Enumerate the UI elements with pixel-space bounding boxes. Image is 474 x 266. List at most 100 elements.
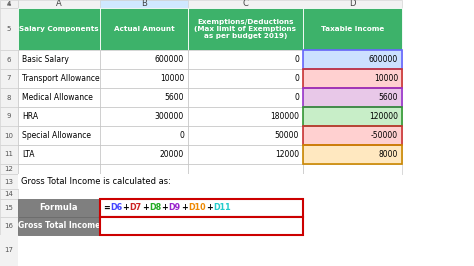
Bar	[303, 69, 402, 88]
Bar	[188, 126, 303, 145]
Bar	[18, 174, 100, 189]
Text: D6: D6	[110, 203, 122, 213]
Text: Transport Allowance: Transport Allowance	[22, 74, 100, 83]
Bar	[0, 199, 18, 217]
Bar	[188, 88, 303, 107]
Text: +: +	[162, 203, 168, 213]
Text: 0: 0	[294, 93, 299, 102]
Bar	[303, 107, 402, 126]
Text: ▲: ▲	[7, 2, 11, 6]
Bar	[100, 69, 188, 88]
Text: 10000: 10000	[160, 74, 184, 83]
Text: D8: D8	[149, 203, 161, 213]
Bar	[18, 50, 100, 69]
Bar	[18, 8, 100, 50]
Text: 10000: 10000	[374, 74, 398, 83]
Text: D: D	[349, 0, 356, 9]
Bar	[303, 145, 402, 164]
Text: Salary Components: Salary Components	[19, 26, 99, 32]
Bar	[303, 164, 402, 174]
Bar	[18, 164, 100, 174]
Bar	[100, 8, 188, 50]
Bar	[303, 107, 402, 126]
Bar	[188, 69, 303, 88]
Bar	[100, 199, 303, 217]
Text: Taxable Income: Taxable Income	[321, 26, 384, 32]
Text: 4: 4	[7, 1, 11, 7]
Text: Gross Total Income: Gross Total Income	[18, 222, 100, 231]
Text: 0: 0	[294, 74, 299, 83]
Bar	[0, 88, 18, 107]
Text: D9: D9	[169, 203, 181, 213]
Text: 16: 16	[4, 223, 13, 229]
Text: 5600: 5600	[379, 93, 398, 102]
Bar	[100, 145, 188, 164]
Text: B: B	[141, 0, 147, 9]
Bar	[0, 8, 18, 50]
Text: 0: 0	[294, 55, 299, 64]
Text: 300000: 300000	[155, 112, 184, 121]
Text: LTA: LTA	[22, 150, 35, 159]
Bar	[0, 50, 18, 69]
Bar	[18, 126, 100, 145]
Text: +: +	[206, 203, 213, 213]
Bar	[100, 164, 188, 174]
Bar	[0, 126, 18, 145]
Text: A: A	[56, 0, 62, 9]
Text: Gross Total Income is calculated as:: Gross Total Income is calculated as:	[21, 177, 171, 186]
Text: +: +	[122, 203, 129, 213]
Bar	[303, 174, 402, 189]
Bar	[188, 107, 303, 126]
Bar	[18, 69, 100, 88]
Bar	[0, 107, 18, 126]
Text: +: +	[181, 203, 188, 213]
Bar	[303, 88, 402, 107]
Bar	[0, 145, 18, 164]
Bar	[303, 126, 402, 145]
Bar	[303, 50, 402, 69]
Text: 5600: 5600	[164, 93, 184, 102]
Text: 50000: 50000	[274, 131, 299, 140]
Bar	[18, 217, 100, 235]
Bar	[18, 199, 100, 217]
Bar	[0, 235, 18, 266]
Text: D11: D11	[213, 203, 231, 213]
Text: C: C	[243, 0, 248, 9]
Bar	[303, 126, 402, 145]
Bar	[188, 145, 303, 164]
Bar	[0, 174, 18, 189]
Text: 13: 13	[4, 178, 13, 185]
Text: Medical Allowance: Medical Allowance	[22, 93, 93, 102]
Bar	[100, 50, 188, 69]
Bar	[18, 88, 100, 107]
Bar	[303, 69, 402, 88]
Bar	[100, 126, 188, 145]
Text: =: =	[103, 203, 110, 213]
Text: 12000: 12000	[275, 150, 299, 159]
Bar	[0, 69, 18, 88]
Text: 9: 9	[7, 114, 11, 119]
Bar	[0, 0, 18, 266]
Bar	[100, 107, 188, 126]
Bar	[0, 0, 18, 8]
Bar	[188, 8, 303, 50]
Text: Actual Amount: Actual Amount	[114, 26, 174, 32]
Bar	[303, 88, 402, 107]
Bar	[100, 88, 188, 107]
Text: 17: 17	[4, 247, 13, 253]
Text: 120000: 120000	[369, 112, 398, 121]
Bar	[100, 217, 303, 235]
Text: 600000: 600000	[155, 55, 184, 64]
Bar	[188, 164, 303, 174]
Text: D7: D7	[129, 203, 142, 213]
Bar	[18, 0, 402, 8]
Bar	[303, 145, 402, 164]
Text: 15: 15	[5, 205, 13, 211]
Text: Basic Salary: Basic Salary	[22, 55, 69, 64]
Bar	[0, 217, 18, 235]
Text: 8: 8	[7, 94, 11, 101]
Text: 180000: 180000	[270, 112, 299, 121]
Text: Special Allowance: Special Allowance	[22, 131, 91, 140]
Text: Exemptions/Deductions
(Max limit of Exemptions
as per budget 2019): Exemptions/Deductions (Max limit of Exem…	[194, 19, 297, 39]
Text: 6: 6	[7, 56, 11, 63]
